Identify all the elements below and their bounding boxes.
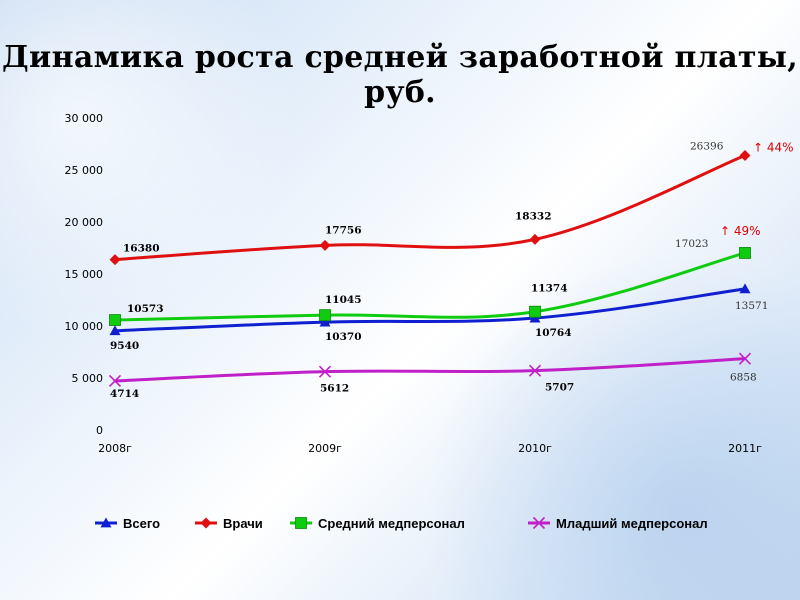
data-label: 18332 [515,210,552,222]
y-tick-label: 5 000 [72,372,104,385]
y-tick-label: 25 000 [65,164,104,177]
data-point [319,309,331,322]
data-label: 5612 [320,383,349,395]
data-label: 16380 [123,243,160,255]
data-label: 6858 [730,372,757,384]
data-label: 9540 [110,340,139,352]
legend-marker [532,516,546,530]
legend-marker [295,517,307,529]
series-line [113,357,747,383]
data-label: 11045 [325,294,362,306]
data-label: 13571 [735,300,768,312]
x-tick-label: 2010г [518,442,552,455]
legend-label: Младший медперсонал [556,516,708,531]
data-point [109,254,121,266]
series-line [113,287,747,333]
legend-marker [100,517,112,528]
data-label: 10573 [127,303,164,315]
data-point [109,314,121,326]
series-line [113,153,747,262]
y-tick-label: 15 000 [65,268,104,281]
y-tick-label: 20 000 [65,216,104,229]
data-label: 10764 [535,327,572,339]
data-point [319,239,331,251]
data-label: 26396 [690,140,724,152]
data-point [739,149,751,161]
y-tick-label: 30 000 [65,112,104,125]
data-point [739,283,751,294]
data-point [318,365,332,378]
growth-annotation: ↑ 44% [753,140,794,154]
x-tick-label: 2009г [308,442,342,455]
data-label: 17023 [675,238,708,250]
data-point [529,305,541,318]
legend-label: Врачи [223,516,263,531]
data-point [738,352,752,365]
data-label: 10370 [325,331,362,343]
data-point [739,247,751,259]
x-tick-label: 2008г [98,442,132,455]
data-point [528,364,542,377]
data-label: 4714 [110,388,139,400]
data-label: 5707 [545,382,574,394]
data-label: 17756 [325,224,362,236]
data-point [529,233,541,245]
legend-marker [200,517,212,529]
y-tick-label: 10 000 [65,320,104,333]
legend-label: Средний медперсонал [318,516,465,531]
y-tick-label: 0 [96,424,103,437]
legend-label: Всего [123,516,160,531]
chart-title: Динамика роста средней заработной платы,… [2,40,798,110]
x-tick-label: 2011г [728,442,762,455]
data-label: 11374 [531,283,568,295]
data-point [109,325,121,336]
growth-annotation: ↑ 49% [720,224,761,238]
data-point [319,316,331,327]
data-point [108,374,122,388]
series-line [113,251,747,322]
